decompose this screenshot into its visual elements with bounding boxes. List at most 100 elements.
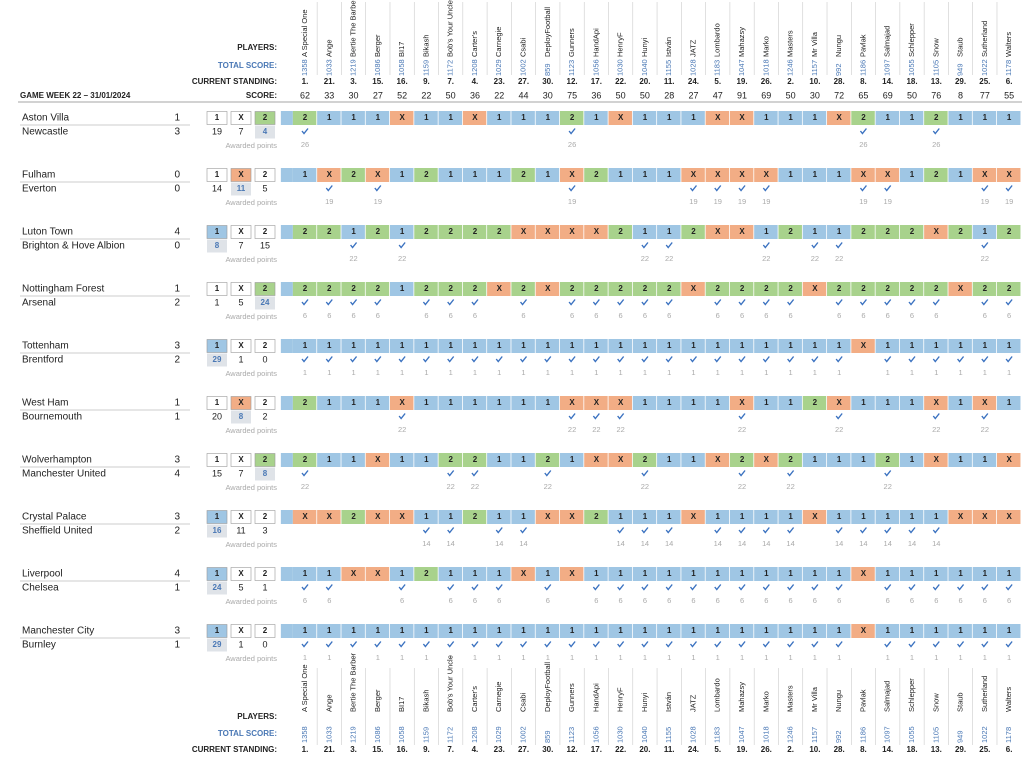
awarded-points: 22 — [786, 482, 794, 491]
outcome-label: X — [238, 626, 244, 635]
prediction-cell — [802, 282, 827, 296]
check-mark — [835, 641, 843, 648]
player-standing: 23. — [494, 745, 505, 754]
check-mark — [787, 356, 795, 363]
prediction: 1 — [497, 626, 502, 635]
prediction: 1 — [351, 113, 356, 122]
player-standing: 8. — [860, 745, 867, 754]
player-standing: 22. — [615, 745, 626, 754]
pick-count: 11 — [237, 184, 246, 193]
prediction-cell — [584, 510, 608, 524]
player-name: István — [664, 692, 673, 712]
prediction: 1 — [958, 170, 963, 179]
prediction: X — [594, 455, 600, 464]
check-mark — [617, 641, 625, 648]
check-mark — [398, 641, 406, 648]
awarded-points: 6 — [667, 311, 671, 320]
prediction-cell — [972, 282, 997, 296]
prediction: 1 — [885, 512, 890, 521]
check-mark — [471, 584, 479, 591]
prediction-cell — [317, 453, 341, 467]
prediction: 1 — [837, 170, 842, 179]
away-team: Newcastle — [22, 127, 69, 138]
prediction-cell — [559, 225, 584, 239]
check-mark — [398, 584, 406, 591]
check-mark — [374, 299, 382, 306]
prediction: 1 — [885, 398, 890, 407]
awarded-points: 19 — [738, 197, 746, 206]
prediction-cell — [292, 567, 317, 581]
awarded-points: 1 — [691, 368, 695, 377]
prediction-cell — [802, 225, 827, 239]
outcome-label: X — [238, 341, 244, 350]
player-standing: 22. — [615, 77, 626, 86]
prediction-cell — [365, 396, 390, 410]
prediction-cell — [924, 624, 948, 638]
check-mark — [325, 356, 333, 363]
awarded-points: 6 — [619, 596, 623, 605]
awarded-points: 6 — [764, 311, 768, 320]
prediction: 2 — [885, 455, 890, 464]
prediction-cell — [487, 567, 511, 581]
check-mark — [641, 470, 649, 477]
player-total: 1246 — [786, 726, 795, 743]
prediction: 1 — [327, 341, 332, 350]
prediction: X — [545, 512, 551, 521]
prediction: 1 — [400, 284, 405, 293]
check-mark — [762, 641, 770, 648]
prediction-cell — [438, 111, 463, 125]
standing-label: CURRENT STANDING: — [192, 745, 277, 754]
player-score: 22 — [421, 90, 431, 100]
prediction: 1 — [788, 512, 793, 521]
outcome-label: 1 — [215, 284, 220, 293]
prediction: 1 — [376, 626, 381, 635]
prediction-strip — [280, 339, 293, 353]
player-name: DeployFootball — [543, 7, 552, 57]
prediction-cell — [608, 567, 632, 581]
prediction-cell — [681, 567, 705, 581]
awarded-points: 6 — [958, 596, 962, 605]
check-mark — [981, 242, 989, 249]
pick-count: 0 — [262, 354, 267, 364]
player-name: Bob's Your Uncle — [446, 0, 455, 57]
outcome-label: 1 — [215, 512, 220, 521]
prediction-cell — [972, 225, 997, 239]
player-total: 1018 — [761, 726, 770, 743]
pick-count: 24 — [213, 583, 222, 592]
player-total: 1055 — [907, 726, 916, 743]
prediction: 1 — [837, 626, 842, 635]
awarded-points: 19 — [374, 197, 382, 206]
prediction: X — [545, 284, 551, 293]
prediction-cell — [996, 339, 1021, 353]
prediction-cell — [705, 111, 730, 125]
prediction: 1 — [958, 626, 963, 635]
prediction-cell — [414, 453, 438, 467]
player-name: Snow — [931, 38, 940, 57]
player-total: 1358 — [300, 726, 309, 743]
awarded-points: 6 — [1007, 311, 1011, 320]
prediction: 1 — [691, 398, 696, 407]
outcome-box — [206, 282, 228, 296]
prediction: 1 — [351, 398, 356, 407]
player-standing: 2. — [787, 77, 794, 86]
check-mark — [908, 641, 916, 648]
player-score: 65 — [858, 90, 868, 100]
player-total: 1097 — [883, 726, 892, 743]
awarded-label: Awarded points — [225, 198, 277, 207]
check-mark — [981, 413, 989, 420]
player-name: Gunners — [567, 683, 576, 712]
awarded-points: 19 — [859, 197, 867, 206]
prediction-cell — [535, 567, 560, 581]
check-mark — [422, 527, 430, 534]
prediction-cell — [438, 624, 463, 638]
awarded-points: 14 — [422, 539, 430, 548]
prediction-cell — [851, 396, 875, 410]
result-count-bg — [231, 182, 251, 196]
prediction: 2 — [764, 284, 769, 293]
prediction-cell — [778, 168, 802, 182]
prediction: X — [521, 569, 527, 578]
player-standing: 25. — [979, 745, 990, 754]
prediction: 1 — [788, 569, 793, 578]
player-name: Bertie The Barber — [349, 0, 358, 57]
player-score: 75 — [567, 90, 577, 100]
